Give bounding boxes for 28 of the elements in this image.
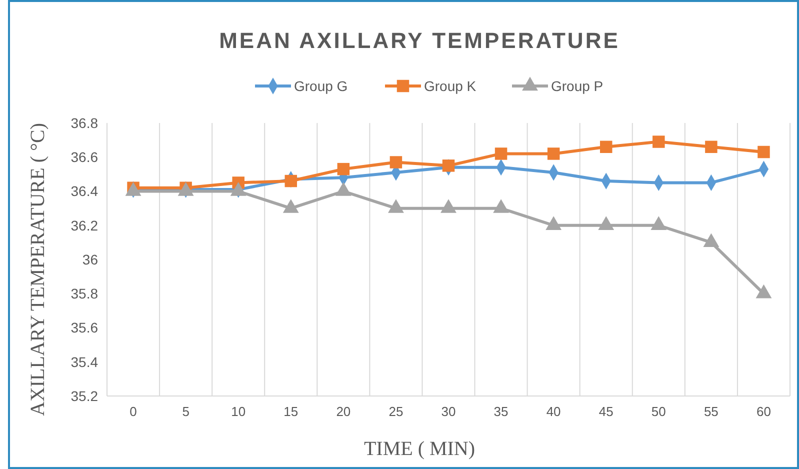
chart-title: MEAN AXILLARY TEMPERATURE: [219, 28, 620, 53]
x-tick-label: 15: [284, 404, 298, 419]
x-tick-label: 20: [336, 404, 351, 419]
x-tick-label: 50: [651, 404, 666, 419]
x-tick-label: 10: [231, 404, 246, 419]
x-tick-label: 0: [130, 404, 137, 419]
y-tick-label: 35.6: [70, 320, 98, 336]
legend-label: Group G: [294, 78, 348, 94]
legend-label: Group K: [424, 78, 477, 94]
y-tick-label: 35.4: [70, 354, 98, 370]
y-tick-label: 36.2: [70, 217, 98, 234]
y-axis-title: AXILLARY TEMPERATURE ( °C): [27, 123, 49, 416]
x-tick-label: 55: [704, 404, 718, 419]
y-tick-label: 36.8: [70, 114, 98, 131]
y-tick-label: 36.6: [70, 149, 98, 166]
x-tick-label: 25: [388, 404, 404, 419]
y-tick-label: 36.4: [70, 183, 98, 200]
y-tick-label: 35.2: [70, 388, 98, 404]
x-tick-label: 30: [441, 404, 456, 419]
x-tick-label: 60: [756, 404, 771, 419]
x-axis-title: TIME ( MIN): [364, 438, 476, 460]
y-tick-label: 35.8: [70, 286, 98, 302]
x-tick-label: 40: [546, 404, 561, 419]
y-tick-label: 36: [82, 251, 98, 268]
x-tick-label: 45: [598, 404, 614, 419]
x-tick-label: 35: [494, 404, 508, 419]
x-tick-label: 5: [182, 404, 190, 419]
legend-label: Group P: [551, 78, 604, 94]
